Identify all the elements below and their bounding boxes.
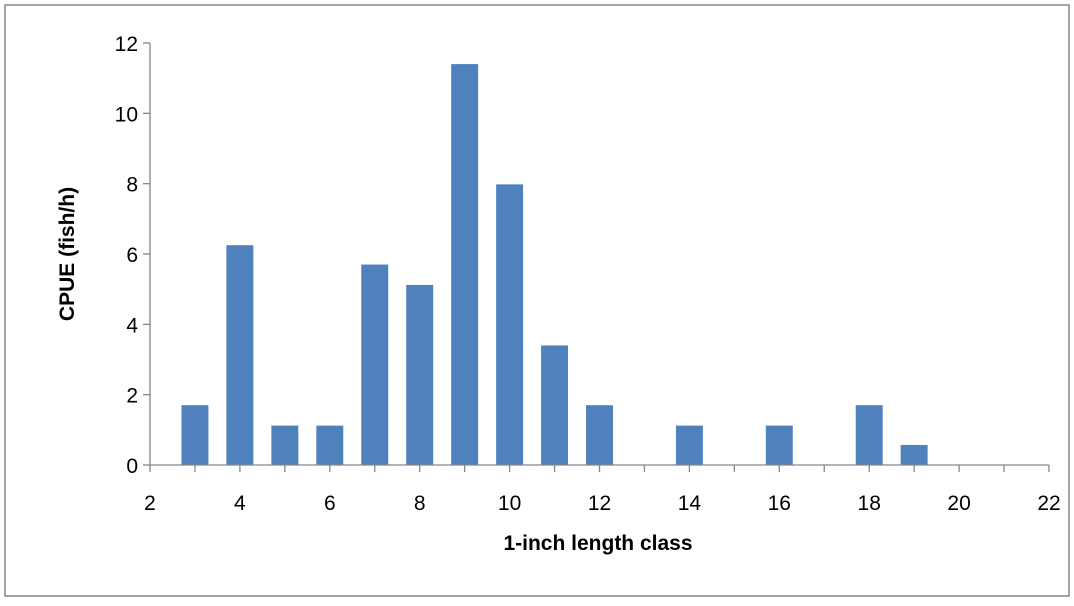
bar-14 [675, 425, 703, 465]
bar-11 [541, 345, 569, 465]
x-tick-label-20: 20 [947, 492, 970, 515]
x-tick-label-10: 10 [498, 492, 521, 515]
bar-5 [271, 425, 299, 465]
y-axis-title: CPUE (fish/h) [56, 187, 79, 321]
bar-9 [451, 64, 479, 465]
y-tick-label-0: 0 [126, 455, 138, 478]
bar-6 [316, 425, 344, 465]
bars-layer [181, 64, 928, 465]
y-tick-label-6: 6 [126, 244, 138, 267]
x-tick-label-6: 6 [324, 492, 336, 515]
bar-4 [226, 245, 254, 465]
y-tick-label-8: 8 [126, 174, 138, 197]
bar-12 [586, 405, 613, 465]
bar-18 [855, 405, 883, 465]
bar-19 [900, 444, 928, 465]
x-tick-label-2: 2 [144, 492, 156, 515]
x-axis-title: 1-inch length class [503, 532, 692, 555]
bar-10 [496, 184, 524, 465]
y-tick-label-12: 12 [115, 33, 138, 56]
bar-3 [181, 405, 209, 465]
x-tick-label-16: 16 [768, 492, 791, 515]
y-tick-label-4: 4 [126, 314, 138, 337]
chart-border [4, 4, 1070, 597]
x-tick-label-8: 8 [414, 492, 426, 515]
ticks-layer [143, 42, 1050, 472]
x-tick-label-14: 14 [678, 492, 702, 515]
x-tick-label-22: 22 [1037, 492, 1060, 515]
y-tick-label-10: 10 [115, 103, 138, 126]
bar-16 [765, 425, 793, 465]
x-tick-label-12: 12 [588, 492, 611, 515]
y-tick-label-2: 2 [126, 385, 138, 408]
x-tick-label-18: 18 [858, 492, 881, 515]
x-tick-label-4: 4 [234, 492, 246, 515]
bar-7 [361, 264, 389, 465]
bar-8 [406, 284, 434, 465]
